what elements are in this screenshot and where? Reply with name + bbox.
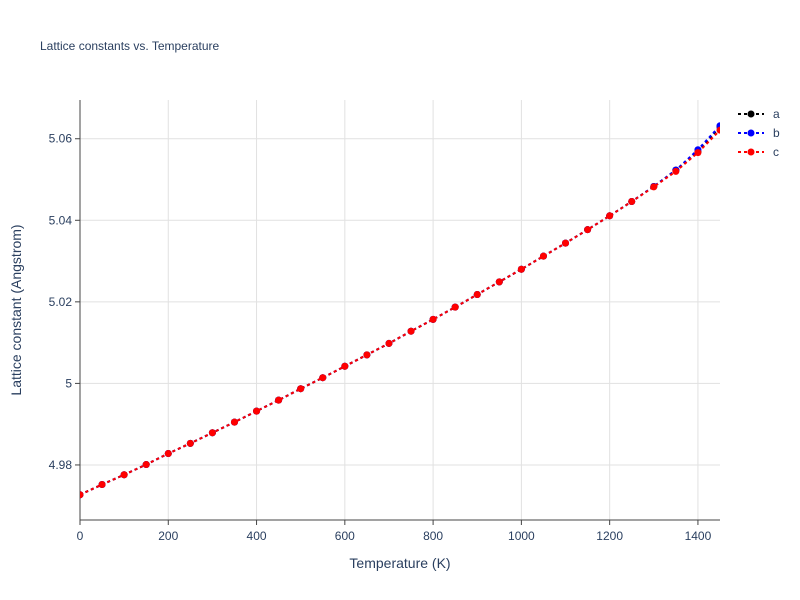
x-tick-label: 200 (158, 529, 178, 543)
data-point-c (517, 265, 525, 273)
y-tick-label: 5 (65, 376, 72, 390)
data-point-c (716, 126, 720, 134)
x-axis-label: Temperature (K) (349, 555, 450, 571)
x-tick-label: 400 (247, 529, 267, 543)
y-tick-label: 5.02 (49, 295, 73, 309)
x-tick-label: 1000 (508, 529, 535, 543)
data-point-c (451, 303, 459, 311)
legend-item-b[interactable]: b (738, 126, 780, 140)
data-point-c (186, 439, 194, 447)
data-point-c (341, 362, 349, 370)
data-point-c (385, 339, 393, 347)
data-point-c (694, 149, 702, 157)
x-tick-label: 600 (335, 529, 355, 543)
legend-swatch-marker (747, 148, 755, 156)
data-point-c (319, 374, 327, 382)
data-point-c (606, 212, 614, 220)
axes: 0 200 400 600 800 1000 1200 1400 4.98 5 5.02 5.04 5.… (49, 100, 720, 543)
data-point-c (495, 278, 503, 286)
chart-title: Lattice constants vs. Temperature (40, 39, 220, 53)
data-point-c (562, 239, 570, 247)
data-point-c (142, 461, 150, 469)
x-tick-label: 1200 (596, 529, 623, 543)
series-line-c (80, 129, 720, 496)
data-point-c (253, 407, 261, 415)
legend-swatch-marker (747, 129, 755, 137)
data-point-c (539, 252, 547, 260)
legend-label: a (773, 107, 780, 121)
y-axis-label: Lattice constant (Angstrom) (8, 224, 24, 395)
data-point-c (672, 167, 680, 175)
data-point-c (164, 450, 172, 458)
data-point-c (98, 481, 106, 489)
legend-label: b (773, 126, 780, 140)
y-tick-label: 5.04 (49, 213, 73, 227)
data-point-c (297, 385, 305, 393)
y-tick-label: 4.98 (49, 458, 73, 472)
data-point-c (120, 471, 128, 479)
legend-item-a[interactable]: a (738, 107, 780, 121)
x-tick-label: 0 (77, 529, 84, 543)
x-tick-label: 1400 (685, 529, 712, 543)
y-tick-label: 5.06 (49, 132, 73, 146)
series-layer (80, 122, 720, 499)
data-point-c (650, 183, 658, 191)
legend-label: c (773, 145, 779, 159)
legend-swatch-marker (747, 110, 755, 118)
data-point-c (275, 396, 283, 404)
data-point-c (584, 226, 592, 234)
data-point-c (429, 315, 437, 323)
data-point-c (628, 198, 636, 206)
legend-item-c[interactable]: c (738, 145, 779, 159)
legend[interactable]: abc (738, 107, 780, 159)
data-point-c (473, 291, 481, 299)
data-point-c (230, 418, 238, 426)
data-point-c (407, 327, 415, 335)
data-point-c (363, 351, 371, 359)
data-point-c (208, 429, 216, 437)
data-point-c (80, 491, 84, 499)
x-tick-label: 800 (423, 529, 443, 543)
grid (80, 100, 720, 520)
